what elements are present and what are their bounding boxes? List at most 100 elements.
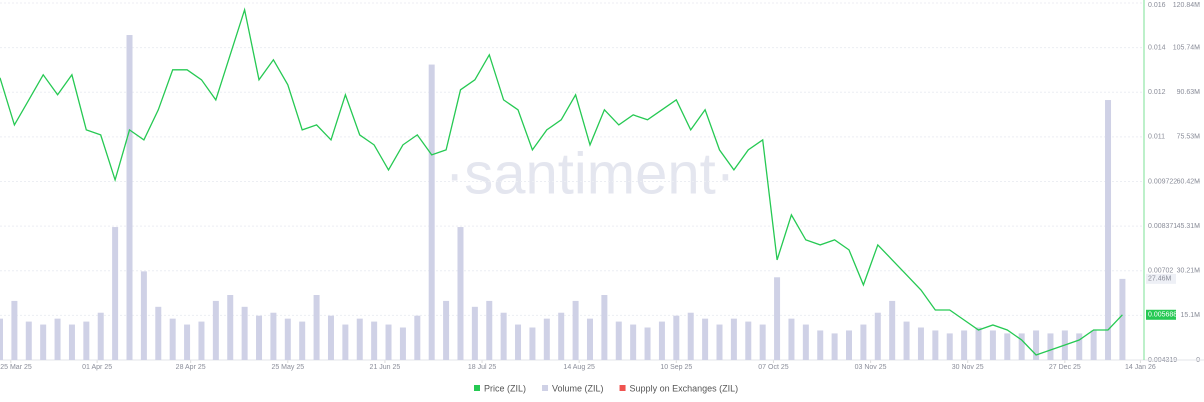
volume-bar — [658, 321, 665, 360]
volume-bar — [1004, 333, 1011, 360]
price-tag — [1146, 309, 1176, 320]
volume-bar — [860, 324, 867, 360]
watermark: ·santiment· — [445, 141, 735, 206]
volume-bar — [140, 271, 147, 360]
volume-bar — [1047, 333, 1054, 360]
volume-bar — [802, 324, 809, 360]
x-tick-label: 03 Nov 25 — [855, 364, 887, 371]
volume-bar — [529, 327, 536, 360]
volume-bar — [989, 330, 996, 360]
volume-bar — [169, 318, 176, 360]
x-tick-label: 18 Jul 25 — [468, 364, 497, 371]
volume-bar — [716, 324, 723, 360]
legend-swatch — [619, 385, 626, 391]
volume-bar — [831, 333, 838, 360]
volume-bar — [327, 315, 334, 360]
x-tick-label: 01 Apr 25 — [82, 364, 112, 371]
volume-bar — [903, 321, 910, 360]
volume-bar — [1033, 330, 1040, 360]
volume-bar — [241, 306, 248, 360]
legend-swatch — [542, 385, 549, 391]
y-tick-label: 0.009722 — [1148, 178, 1177, 185]
volume-bar — [0, 318, 3, 360]
volume-bar — [198, 321, 205, 360]
volume-bar — [54, 318, 61, 360]
volume-bar — [615, 321, 622, 360]
volume-bar — [774, 277, 781, 360]
volume-bar — [644, 327, 651, 360]
y2-tick-label: 90.63M — [1177, 89, 1201, 96]
volume-bar — [256, 315, 263, 360]
y-tick-label: 0.014 — [1148, 44, 1166, 51]
volume-bar — [730, 318, 737, 360]
volume-bar — [342, 324, 349, 360]
volume-bar — [889, 300, 896, 360]
y-tick-label: 0.012 — [1148, 89, 1166, 96]
volume-bar — [874, 312, 881, 360]
volume-bar — [1105, 100, 1112, 360]
volume-bar — [486, 300, 493, 360]
volume-bar — [917, 327, 924, 360]
volume-bar — [385, 324, 392, 360]
y2-tick-label: 75.53M — [1177, 134, 1201, 141]
y2-tick-label: 15.1M — [1181, 312, 1201, 319]
y-tick-label: 0.011 — [1148, 134, 1165, 141]
volume-bar — [572, 300, 579, 360]
x-tick-label: 10 Sep 25 — [660, 364, 692, 371]
y2-tick-label: 120.84M — [1173, 2, 1200, 9]
x-tick-label: 14 Jan 26 — [1125, 364, 1156, 371]
legend-label: Supply on Exchanges (ZIL) — [630, 383, 739, 393]
legend-label: Price (ZIL) — [484, 383, 526, 393]
volume-bar — [687, 312, 694, 360]
y2-tick-label: 60.42M — [1177, 178, 1201, 185]
volume-bar — [443, 300, 450, 360]
volume-bar — [471, 306, 478, 360]
volume-bar — [788, 318, 795, 360]
volume-bar — [212, 300, 219, 360]
y-tick-label: 0.016 — [1148, 2, 1166, 9]
volume-bar — [673, 315, 680, 360]
price-tag-label: 0.005688 — [1148, 312, 1177, 319]
legend: Price (ZIL) Volume (ZIL) Supply on Exchang… — [474, 383, 738, 393]
y2-tick-label: 30.21M — [1177, 268, 1201, 275]
volume-bar — [745, 321, 752, 360]
volume-bar — [1090, 330, 1097, 360]
price-line — [0, 7, 1123, 356]
volume-bar — [184, 324, 191, 360]
x-tick-label: 25 Mar 25 — [0, 364, 32, 371]
volume-bar — [97, 312, 104, 360]
x-tick-label: 28 Apr 25 — [176, 364, 206, 371]
volume-bar — [558, 312, 565, 360]
volume-bar — [932, 330, 939, 360]
volume-bar — [313, 295, 320, 360]
volume-bar — [25, 321, 32, 360]
x-tick-label: 25 May 25 — [271, 364, 304, 371]
y2-tick-label: 45.31M — [1177, 223, 1201, 230]
volume-bar — [586, 318, 593, 360]
volume-bar — [961, 330, 968, 360]
volume-bar — [270, 312, 277, 360]
volume-bar — [356, 318, 363, 360]
volume-bar — [515, 324, 522, 360]
volume-bar — [428, 64, 435, 360]
volume-bar — [457, 227, 464, 360]
volume-bar — [817, 330, 824, 360]
volume-bar — [83, 321, 90, 360]
volume-bar — [702, 318, 709, 360]
volume-bar — [543, 318, 550, 360]
volume-bar — [112, 227, 119, 360]
y2-tick-label: 105.74M — [1173, 44, 1200, 51]
volume-bar — [227, 295, 234, 360]
y-tick-label: 0.008371 — [1148, 223, 1177, 230]
x-tick-label: 30 Nov 25 — [952, 364, 984, 371]
legend-swatch — [474, 385, 480, 391]
volume-bar — [946, 333, 953, 360]
volume-bar — [500, 312, 507, 360]
legend-label: Volume (ZIL) — [552, 383, 604, 393]
volume-bar — [630, 324, 637, 360]
volume-bar — [1119, 278, 1126, 360]
volume-bar — [299, 321, 306, 360]
y-tick-label: 0.00702 — [1148, 268, 1173, 275]
volume-bar — [11, 300, 18, 360]
